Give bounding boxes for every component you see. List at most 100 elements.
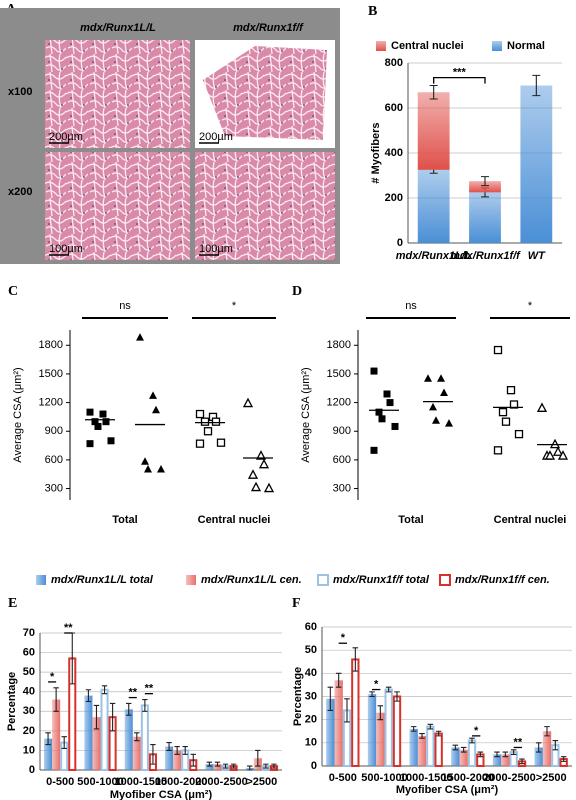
x-tick-label: mdx/Runx1f/f	[450, 250, 521, 262]
error-bar	[327, 686, 334, 711]
error-bar	[532, 74, 541, 97]
error-bar	[126, 702, 132, 716]
scale-bar-label: 100µm	[199, 243, 233, 255]
data-point	[514, 429, 524, 439]
significance-label: **	[145, 683, 154, 695]
data-point	[195, 409, 205, 419]
data-point	[552, 446, 564, 456]
data-point	[437, 374, 445, 382]
data-point	[386, 399, 394, 407]
x-tick-label: >2500	[536, 772, 567, 784]
x-category-label: Total	[112, 514, 137, 526]
row-label: x200	[8, 186, 32, 198]
x-tick-label: 0-500	[46, 776, 74, 788]
significance-label: **	[64, 622, 73, 634]
significance-label: **	[514, 736, 523, 748]
bar	[417, 735, 427, 766]
bar	[326, 698, 335, 766]
y-axis-label: # Myofibers	[370, 122, 382, 183]
bar	[165, 746, 174, 770]
bar	[409, 728, 418, 766]
significance-label: **	[128, 686, 137, 698]
x-tick-label: 1000-1500	[400, 772, 453, 784]
data-point	[211, 417, 221, 426]
y-tick-label: 60	[305, 621, 317, 633]
data-point	[501, 417, 511, 426]
micrograph	[45, 152, 190, 260]
data-point	[149, 391, 157, 399]
data-point	[250, 481, 262, 492]
scale-bar-label: 200µm	[49, 131, 83, 143]
significance-label: ***	[453, 67, 467, 79]
bar	[426, 725, 435, 767]
bar	[92, 717, 101, 770]
x-tick-label: >2500	[246, 776, 277, 788]
y-tick-label: 10	[305, 737, 317, 749]
significance-label: *	[528, 300, 533, 312]
data-point	[536, 402, 548, 412]
error-bar	[85, 689, 92, 703]
data-point	[255, 450, 267, 460]
error-bar	[494, 751, 500, 758]
legend-swatch	[36, 575, 46, 585]
y-tick-label: 1500	[327, 368, 351, 380]
data-point	[102, 418, 110, 426]
bar	[469, 192, 501, 243]
x-tick-label: 500-1000	[361, 772, 408, 784]
error-bar	[544, 726, 550, 737]
bar	[351, 658, 360, 768]
error-bar	[335, 672, 342, 688]
y-tick-label: 0	[311, 760, 317, 772]
significance-label: *	[374, 678, 379, 690]
bar	[140, 704, 149, 772]
data-point	[557, 450, 569, 460]
x-tick-label: 2000-2500	[195, 776, 248, 788]
x-tick-label: 1000-1500	[115, 776, 168, 788]
bar	[367, 694, 377, 766]
x-tick-label: 500-1000	[77, 776, 124, 788]
error-bar	[93, 704, 100, 730]
error-bar	[247, 765, 253, 771]
bar	[124, 709, 133, 770]
error-bar	[477, 751, 484, 758]
legend-swatch	[186, 575, 196, 585]
error-bar	[510, 749, 517, 755]
data-point	[432, 416, 440, 424]
bar	[52, 699, 61, 770]
error-bar	[271, 763, 277, 769]
data-point	[216, 438, 226, 447]
error-bar	[53, 687, 59, 712]
x-tick-label: 2000-2500	[483, 772, 536, 784]
data-point	[91, 418, 99, 426]
y-tick-label: 1200	[327, 396, 351, 408]
bar	[417, 92, 450, 170]
legend-swatch	[376, 41, 386, 51]
data-point	[141, 457, 149, 465]
micrograph	[195, 152, 335, 260]
bar	[392, 695, 402, 767]
bar	[434, 732, 443, 767]
data-point	[144, 464, 152, 473]
x-axis-label: Myofiber CSA (μm²)	[396, 784, 499, 796]
significance-line	[433, 76, 486, 84]
y-tick-label: 20	[23, 725, 35, 737]
error-bar	[369, 691, 375, 698]
legend-label: mdx/Runx1L/L cen.	[201, 574, 302, 586]
y-tick-label: 900	[45, 425, 63, 437]
error-bar	[166, 742, 172, 751]
bar	[334, 680, 343, 766]
error-bar	[460, 746, 467, 753]
error-bar	[410, 726, 417, 732]
data-point	[263, 482, 275, 493]
error-bar	[174, 745, 180, 755]
y-axis-label: Average CSA (μm²)	[12, 367, 24, 462]
bar	[451, 747, 460, 766]
data-point	[370, 446, 378, 454]
data-point	[378, 415, 386, 423]
row-label: x100	[8, 86, 32, 98]
significance-label: ns	[405, 300, 417, 312]
error-bar	[427, 723, 434, 730]
y-tick-label: 400	[385, 147, 403, 159]
error-bar	[150, 744, 156, 765]
data-point	[203, 427, 213, 436]
